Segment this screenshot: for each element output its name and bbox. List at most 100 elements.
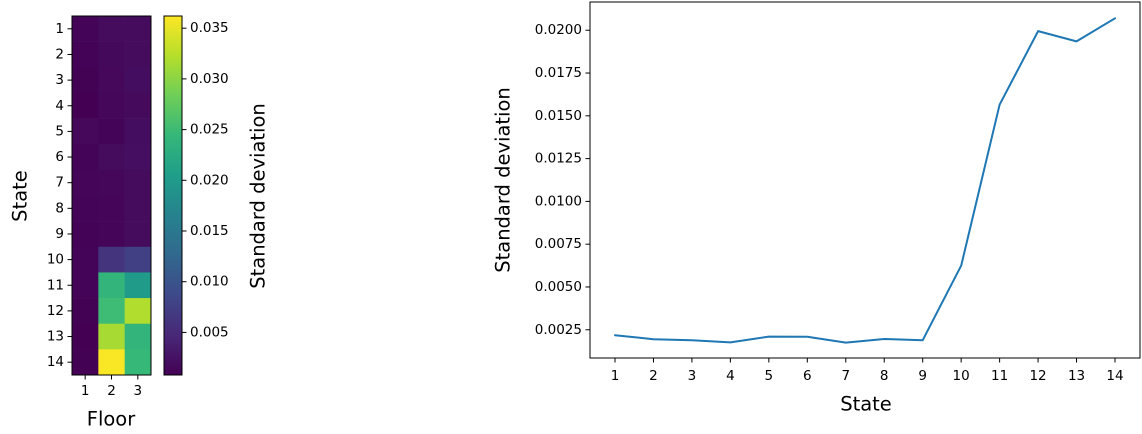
x-tick-label: 1 [611,368,620,384]
x-tick-label: 3 [688,368,697,384]
y-tick-label: 0.0050 [535,279,582,295]
y-tick-label: 0.0025 [535,322,582,338]
heatmap-cell [98,144,125,171]
heatmap-cell [98,16,125,42]
heatmap-cell [72,323,99,350]
x-tick-label: 4 [726,368,735,384]
y-tick-label: 6 [55,149,64,165]
y-tick-label: 0.0150 [535,108,582,124]
y-tick-label: 11 [47,277,64,293]
y-tick-label: 7 [55,175,64,191]
heatmap-cell [72,298,99,325]
heatmap-cell [72,16,99,42]
heatmap-cell [98,67,125,94]
y-tick-label: 8 [55,200,64,216]
x-tick-label: 7 [841,368,850,384]
x-tick-label: 8 [880,368,889,384]
x-tick-label: 1 [81,383,90,399]
y-tick-label: 0.0100 [535,193,582,209]
heatmap-cell [124,349,152,376]
heatmap-cell [124,221,152,248]
colorbar-tick-label: 0.030 [190,71,229,87]
heatmap-cell [98,92,125,119]
heatmap-cell [72,118,99,145]
x-axis-label: Floor [87,408,136,431]
line-chart-panel: 0.0025 0.0050 0.0075 0.0100 0.0125 0.0150 0.01… [492,1,1141,416]
heatmap-cell [124,298,152,325]
heatmap-cell [124,118,152,145]
colorbar-label: Standard deviation [247,103,270,289]
heatmap-cell [98,298,125,325]
heatmap-cell [72,195,99,222]
heatmap-cell [124,195,152,222]
colorbar-tick-label: 0.005 [190,324,229,340]
y-tick-label: 3 [55,72,64,88]
heatmap-cell [124,92,152,119]
heatmap-cell [98,118,125,145]
colorbar-tick-label: 0.015 [190,223,229,239]
y-axis-label: State [9,170,32,222]
heatmap-cell [124,272,152,299]
heatmap-cell [72,221,99,248]
heatmap-cell [124,16,152,42]
heatmap-cell [72,41,99,68]
x-axis-label: State [840,393,892,416]
x-tick-label: 10 [953,368,970,384]
x-tick-label: 12 [1029,368,1046,384]
y-tick-label: 0.0200 [535,22,582,38]
x-tick-label: 3 [134,383,143,399]
y-tick-label: 14 [47,354,64,370]
heatmap-cell [72,169,99,196]
heatmap-cell [72,246,99,273]
heatmap-cell [72,67,99,94]
heatmap-cell [98,272,125,299]
colorbar [163,15,183,376]
heatmap-cell [98,323,125,350]
y-tick-label: 2 [55,46,64,62]
colorbar-tick-label: 0.010 [190,274,229,290]
x-tick-label: 2 [649,368,658,384]
colorbar-panel: 0.005 0.010 0.015 0.020 0.025 0.030 0.035 Stand… [163,15,270,376]
heatmap-cell [98,246,125,273]
heatmap-cell [124,169,152,196]
heatmap-cell [98,349,125,376]
heatmap-cell [124,144,152,171]
heatmap-cell [72,349,99,376]
heatmap-cell [124,41,152,68]
x-tick-label: 11 [991,368,1008,384]
heatmap-cell [124,246,152,273]
x-tick-label: 13 [1068,368,1085,384]
y-tick-label: 0.0175 [535,65,582,81]
heatmap-cell [98,41,125,68]
y-tick-label: 9 [55,226,64,242]
y-tick-label: 0.0125 [535,151,582,167]
heatmap-cell [98,169,125,196]
heatmap-cell [72,92,99,119]
colorbar-tick-label: 0.035 [190,20,229,36]
colorbar-tick-label: 0.025 [190,122,229,138]
heatmap-cell [124,67,152,94]
y-axis-label: Standard deviation [492,87,515,273]
heatmap-cell [124,323,152,350]
y-tick-label: 1 [55,21,64,37]
x-tick-label: 9 [918,368,927,384]
heatmap-cell [98,221,125,248]
x-tick-label: 2 [107,383,116,399]
heatmap-cell [98,195,125,222]
colorbar-tick-label: 0.020 [190,172,229,188]
y-tick-label: 4 [55,98,64,114]
y-tick-label: 0.0075 [535,236,582,252]
heatmap-cell [72,144,99,171]
x-tick-label: 14 [1106,368,1123,384]
y-tick-label: 13 [47,329,64,345]
y-tick-label: 12 [47,303,64,319]
y-tick-label: 10 [47,252,64,268]
y-tick-label: 5 [55,123,64,139]
heatmap-cell [72,272,99,299]
x-tick-label: 5 [765,368,774,384]
series-line [614,17,1116,344]
plot-frame [589,1,1141,359]
x-tick-label: 6 [803,368,812,384]
